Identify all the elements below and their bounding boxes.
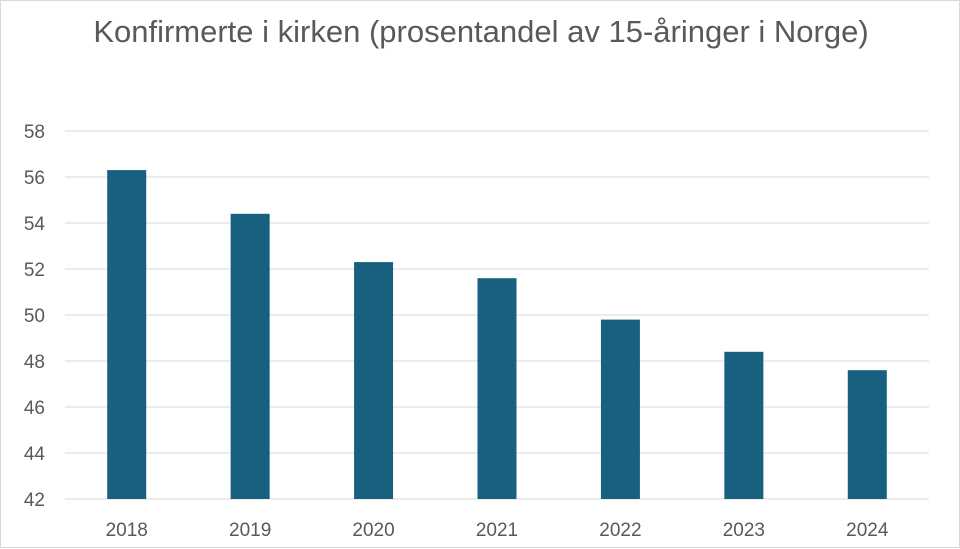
x-tick-label: 2019 xyxy=(229,520,271,541)
bar-2020 xyxy=(354,262,394,499)
x-tick-label: 2022 xyxy=(599,520,641,541)
y-tick-label: 54 xyxy=(24,214,46,235)
bars xyxy=(107,170,887,500)
x-axis-ticks: 2018 2019 2020 2021 2022 2023 2024 xyxy=(106,520,889,541)
bar-2024 xyxy=(847,370,887,499)
y-tick-label: 50 xyxy=(24,306,45,327)
y-tick-label: 46 xyxy=(24,398,45,419)
x-tick-label: 2023 xyxy=(723,520,765,541)
x-tick-label: 2021 xyxy=(476,520,518,541)
x-tick-label: 2020 xyxy=(352,520,394,541)
bar-2018 xyxy=(107,170,147,499)
bar-2021 xyxy=(477,278,517,499)
x-tick-label: 2024 xyxy=(846,520,889,541)
bar-2023 xyxy=(724,351,764,499)
y-tick-label: 44 xyxy=(24,444,46,465)
x-tick-label: 2018 xyxy=(106,520,148,541)
y-tick-label: 48 xyxy=(24,352,45,373)
chart-title: Konfirmerte i kirken (prosentandel av 15… xyxy=(93,14,869,49)
bar-2022 xyxy=(600,319,640,499)
y-axis-ticks: 42 44 46 48 50 52 54 56 58 xyxy=(24,122,46,511)
y-tick-label: 56 xyxy=(24,168,45,189)
y-tick-label: 52 xyxy=(24,260,45,281)
y-tick-label: 42 xyxy=(24,490,45,511)
y-tick-label: 58 xyxy=(24,122,45,143)
bar-2019 xyxy=(230,213,270,500)
